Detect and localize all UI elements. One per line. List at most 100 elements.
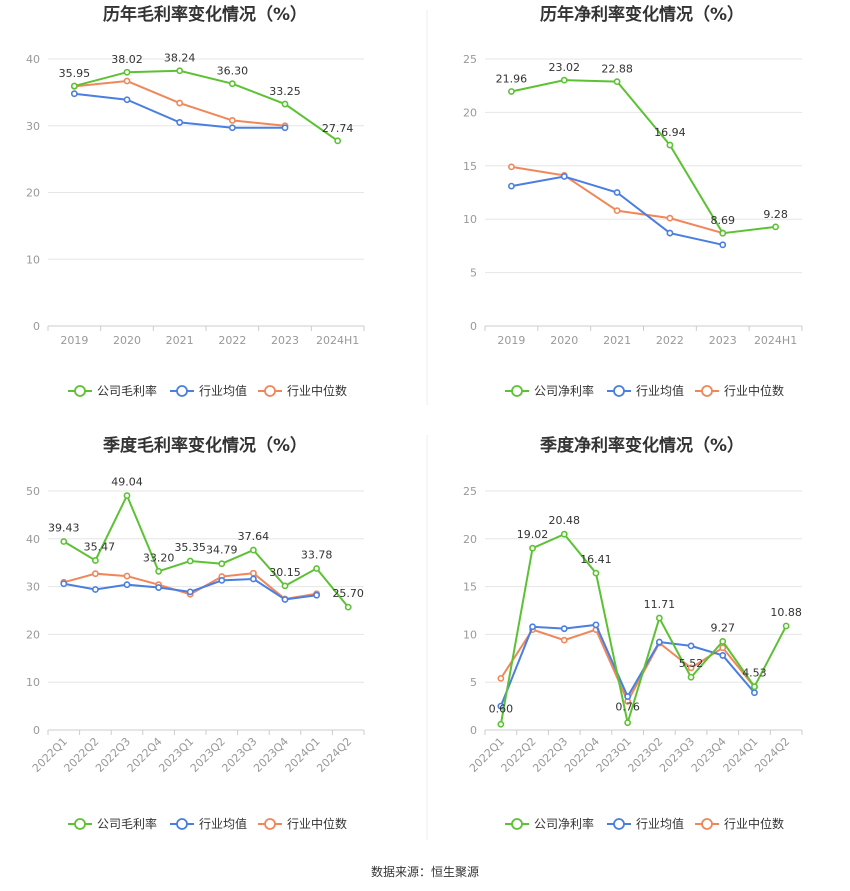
data-label: 30.15 bbox=[269, 566, 301, 579]
data-point-avg bbox=[624, 693, 632, 700]
data-point-company bbox=[281, 100, 289, 108]
data-label: 9.27 bbox=[711, 621, 736, 634]
data-point-avg bbox=[281, 596, 289, 603]
y-tick-label: 25 bbox=[463, 485, 477, 498]
data-label: 16.94 bbox=[654, 126, 686, 139]
x-tick-label: 2020 bbox=[550, 334, 578, 347]
y-tick-label: 50 bbox=[26, 485, 40, 498]
data-point-avg bbox=[592, 621, 600, 629]
data-point-company bbox=[719, 637, 727, 645]
data-point-company bbox=[655, 614, 663, 622]
data-point-company bbox=[92, 557, 99, 564]
data-point-avg bbox=[123, 581, 131, 589]
x-tick-label: 2022 bbox=[218, 334, 246, 347]
legend-item-avg[interactable]: 行业均值 bbox=[170, 816, 247, 831]
data-point-avg bbox=[176, 119, 184, 126]
legend-label: 行业均值 bbox=[636, 816, 684, 831]
data-point-median bbox=[123, 77, 131, 85]
chart-panel-3: 季度毛利率变化情况（%）010203040502022Q12022Q22022Q… bbox=[26, 435, 365, 831]
data-point-company bbox=[155, 567, 162, 575]
series-line-company bbox=[511, 79, 776, 235]
data-point-company bbox=[782, 622, 790, 630]
x-tick-label: 2021 bbox=[166, 334, 194, 347]
data-point-company bbox=[666, 141, 674, 149]
data-point-avg bbox=[508, 182, 515, 190]
legend-item-median[interactable]: 行业中位数 bbox=[695, 383, 784, 398]
y-tick-label: 5 bbox=[470, 267, 477, 280]
legend-label: 行业中位数 bbox=[287, 816, 347, 831]
data-point-company bbox=[60, 538, 68, 545]
y-tick-label: 25 bbox=[463, 53, 477, 66]
data-label: 19.02 bbox=[517, 528, 549, 541]
legend-marker-icon bbox=[701, 385, 713, 397]
y-tick-label: 30 bbox=[26, 581, 40, 594]
y-tick-label: 5 bbox=[470, 676, 477, 689]
data-label: 39.43 bbox=[48, 522, 80, 535]
legend-item-median[interactable]: 行业中位数 bbox=[258, 383, 347, 398]
data-point-company bbox=[228, 80, 236, 88]
data-point-median bbox=[249, 569, 257, 577]
data-point-avg bbox=[560, 173, 568, 180]
y-tick-label: 15 bbox=[463, 581, 477, 594]
data-label: 8.69 bbox=[711, 214, 736, 227]
data-point-avg bbox=[218, 576, 226, 584]
chart-panel-4: 季度净利率变化情况（%）05101520252022Q12022Q22022Q3… bbox=[463, 435, 803, 831]
legend-item-median[interactable]: 行业中位数 bbox=[695, 816, 784, 831]
chart-panel-1: 历年毛利率变化情况（%） 0 10 20 30 40 2019 2020 2021 2022 202… bbox=[26, 4, 365, 398]
legend-item-company[interactable]: 公司毛利率 bbox=[68, 816, 157, 831]
data-point-avg bbox=[70, 90, 78, 98]
data-label: 0.76 bbox=[615, 701, 640, 714]
x-tick-label: 2024H1 bbox=[316, 334, 359, 347]
data-point-company bbox=[281, 582, 289, 590]
data-point-company bbox=[719, 229, 727, 237]
data-point-avg bbox=[751, 689, 758, 697]
data-point-median bbox=[92, 570, 99, 578]
data-point-avg bbox=[281, 124, 289, 132]
data-point-company bbox=[624, 719, 632, 727]
y-tick-label: 30 bbox=[26, 120, 40, 133]
data-point-median bbox=[508, 163, 515, 171]
data-point-avg bbox=[92, 586, 99, 593]
y-tick-label: 20 bbox=[26, 628, 40, 641]
chart-title: 历年净利率变化情况（%） bbox=[540, 4, 744, 25]
legend-marker-icon bbox=[511, 385, 523, 397]
data-point-company bbox=[497, 720, 505, 728]
legend-item-avg[interactable]: 行业均值 bbox=[170, 383, 247, 398]
legend-item-company[interactable]: 公司毛利率 bbox=[68, 383, 157, 398]
data-point-avg bbox=[613, 189, 621, 196]
legend-item-company[interactable]: 公司净利率 bbox=[505, 816, 594, 831]
y-tick-label: 40 bbox=[26, 53, 40, 66]
y-tick-label: 20 bbox=[26, 187, 40, 200]
legend-item-median[interactable]: 行业中位数 bbox=[258, 816, 347, 831]
data-point-company bbox=[313, 565, 320, 572]
legend-item-avg[interactable]: 行业均值 bbox=[607, 383, 684, 398]
data-label: 4.53 bbox=[742, 667, 767, 680]
legend-item-avg[interactable]: 行业均值 bbox=[607, 816, 684, 831]
x-tick-label: 2019 bbox=[497, 334, 525, 347]
y-tick-label: 10 bbox=[463, 628, 477, 641]
data-label: 27.74 bbox=[322, 122, 354, 135]
data-point-company bbox=[772, 223, 779, 231]
legend-marker-icon bbox=[74, 818, 86, 830]
data-label: 37.64 bbox=[238, 530, 270, 543]
x-tick-label: 2019 bbox=[60, 334, 88, 347]
data-point-avg bbox=[560, 625, 568, 633]
y-tick-label: 10 bbox=[463, 213, 477, 226]
data-label: 0.60 bbox=[489, 702, 514, 715]
data-label: 10.88 bbox=[770, 606, 802, 619]
legend-marker-icon bbox=[701, 818, 713, 830]
data-label: 9.28 bbox=[763, 208, 788, 221]
data-label: 36.30 bbox=[217, 65, 249, 78]
data-point-company bbox=[249, 546, 257, 554]
legend-item-company[interactable]: 公司净利率 bbox=[505, 383, 594, 398]
legend-label: 行业中位数 bbox=[724, 816, 784, 831]
x-tick-label: 2022 bbox=[656, 334, 684, 347]
data-point-company bbox=[218, 560, 226, 568]
y-tick-label: 0 bbox=[470, 724, 477, 737]
data-source-note: 数据来源：恒生聚源 bbox=[371, 864, 479, 879]
data-point-avg bbox=[186, 588, 194, 596]
chart-title: 季度毛利率变化情况（%） bbox=[103, 435, 307, 456]
data-point-avg bbox=[155, 584, 162, 591]
x-tick-label: 2021 bbox=[603, 334, 631, 347]
